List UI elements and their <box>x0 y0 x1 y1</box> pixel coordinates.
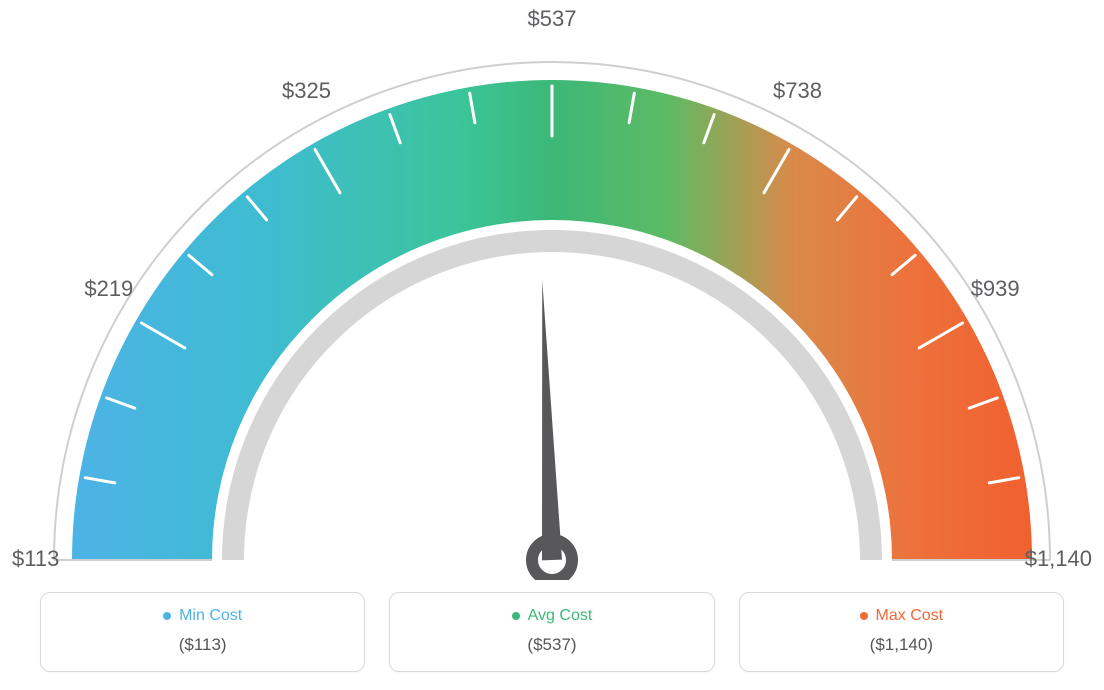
tick-label: $113 <box>12 546 59 571</box>
legend-label: Avg Cost <box>528 607 593 625</box>
legend-card-max: Max Cost ($1,140) <box>739 592 1064 672</box>
legend-card-avg: Avg Cost ($537) <box>389 592 714 672</box>
legend-title-min: Min Cost <box>163 607 242 625</box>
tick-label: $537 <box>528 6 577 31</box>
tick-label: $1,140 <box>1025 546 1092 571</box>
legend-title-max: Max Cost <box>860 607 944 625</box>
legend-label: Max Cost <box>876 607 944 625</box>
gauge-area: $113 $219 $325 $537 $738 $939 $1,140 <box>0 0 1104 580</box>
dot-icon <box>512 612 520 620</box>
dot-icon <box>163 612 171 620</box>
tick-label: $939 <box>971 276 1020 301</box>
legend-label: Min Cost <box>179 607 242 625</box>
legend-value: ($1,140) <box>750 635 1053 655</box>
gauge-svg: $113 $219 $325 $537 $738 $939 $1,140 <box>0 0 1104 580</box>
legend-value: ($113) <box>51 635 354 655</box>
cost-gauge-chart: $113 $219 $325 $537 $738 $939 $1,140 Min Cost … <box>0 0 1104 690</box>
tick-label: $325 <box>282 78 331 103</box>
legend-card-min: Min Cost ($113) <box>40 592 365 672</box>
gauge-needle <box>542 280 562 560</box>
legend-row: Min Cost ($113) Avg Cost ($537) Max Cost… <box>0 592 1104 672</box>
tick-label: $738 <box>773 78 822 103</box>
legend-title-avg: Avg Cost <box>512 607 593 625</box>
tick-label: $219 <box>84 276 133 301</box>
legend-value: ($537) <box>400 635 703 655</box>
dot-icon <box>860 612 868 620</box>
